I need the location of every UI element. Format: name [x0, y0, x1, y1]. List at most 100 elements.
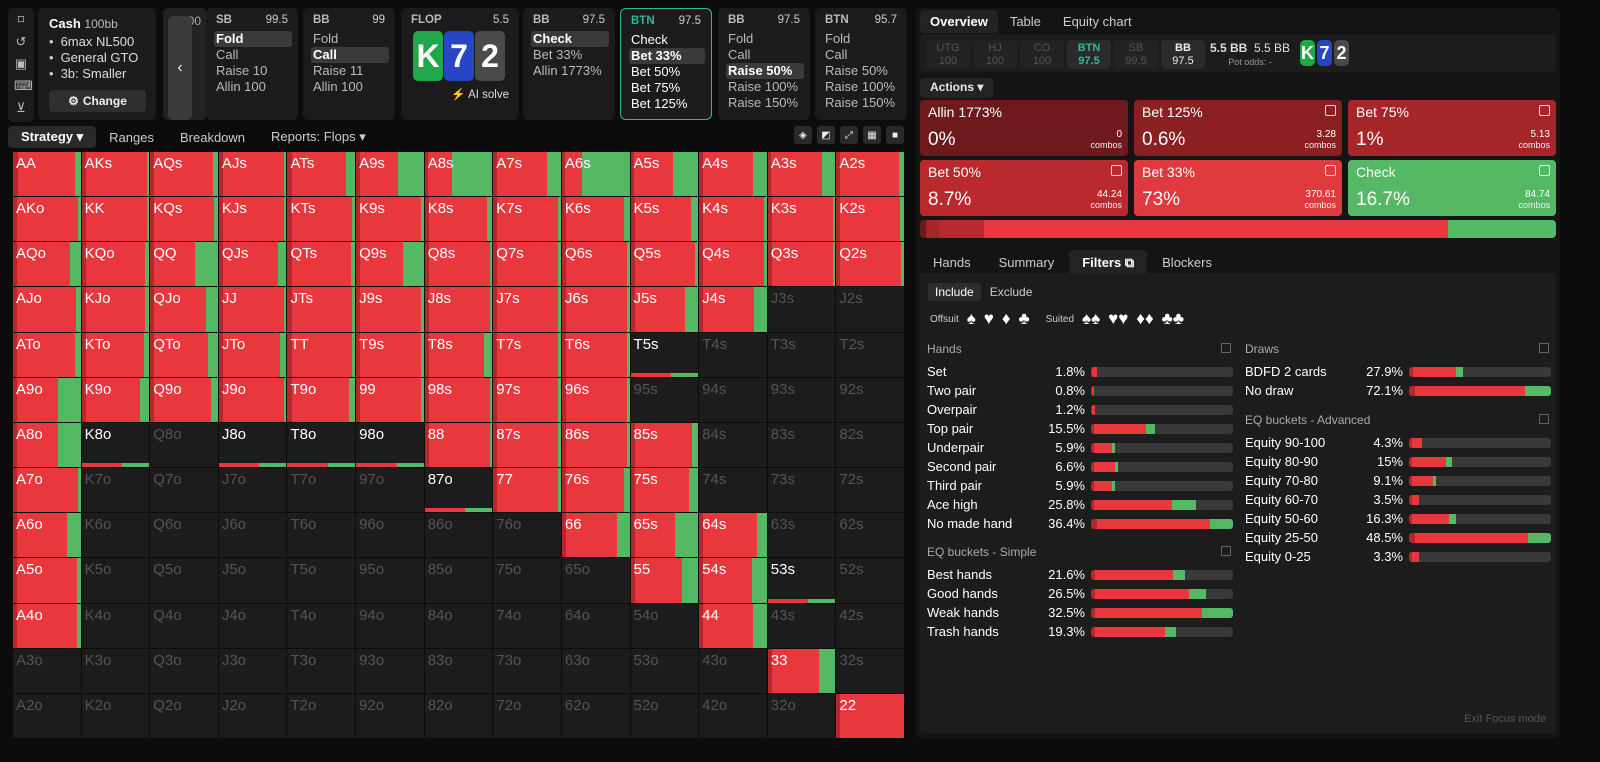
tab-reports[interactable]: Reports: Flops ▾	[271, 129, 366, 144]
hand-cell[interactable]: 98s	[424, 377, 493, 422]
hand-cell[interactable]: JJ	[218, 287, 287, 332]
hand-cell[interactable]: 52s	[836, 558, 904, 603]
filter-row[interactable]: Trash hands 19.3%	[927, 622, 1233, 641]
hand-cell[interactable]: K5s	[630, 197, 699, 242]
hand-cell[interactable]: 72o	[493, 693, 561, 738]
hand-cell[interactable]: K2s	[836, 197, 904, 242]
hand-cell[interactable]: A5s	[630, 152, 699, 197]
action-option[interactable]: Bet 75%	[631, 80, 681, 95]
action-option[interactable]: Raise 11	[313, 63, 364, 78]
hand-cell[interactable]: K3o	[81, 648, 150, 693]
hand-cell[interactable]: JTo	[218, 332, 287, 377]
action-card[interactable]: Bet 75% 1% 5.13 combos	[1348, 100, 1556, 156]
action-option[interactable]: Allin 1773%	[533, 63, 602, 78]
hand-cell[interactable]: A7o	[13, 468, 81, 513]
hand-cell[interactable]: Q2s	[836, 242, 904, 287]
diamond-icon[interactable]: ♦	[1001, 309, 1011, 328]
hand-cell[interactable]: 42o	[699, 693, 767, 738]
hand-cell[interactable]: AJo	[13, 287, 81, 332]
hand-cell[interactable]: 33	[767, 648, 836, 693]
hand-cell[interactable]: A9o	[13, 377, 81, 422]
hand-cell[interactable]: K9s	[356, 197, 424, 242]
expand-icon[interactable]: ⤢	[840, 126, 858, 144]
hand-cell[interactable]: QTs	[287, 242, 356, 287]
filter-row[interactable]: Third pair 5.9%	[927, 476, 1233, 495]
action-card[interactable]: Bet 50% 8.7% 44.24 combos	[920, 160, 1128, 216]
filter-row[interactable]: No made hand 36.4%	[927, 514, 1233, 533]
hand-cell[interactable]: T6o	[287, 513, 356, 558]
hand-cell[interactable]: QQ	[150, 242, 218, 287]
filter-row[interactable]: No draw 72.1%	[1245, 381, 1551, 400]
hand-cell[interactable]: T5o	[287, 558, 356, 603]
hand-cell[interactable]: Q7o	[150, 468, 218, 513]
hand-cell[interactable]: J5s	[630, 287, 699, 332]
hand-cell[interactable]: T7o	[287, 468, 356, 513]
suited-clubs-icon[interactable]: ♣♣	[1161, 309, 1184, 328]
hand-cell[interactable]: 87o	[424, 468, 493, 513]
action-option[interactable]: Call	[728, 47, 751, 62]
details-icon[interactable]	[1325, 165, 1336, 176]
action-option[interactable]: Fold	[313, 31, 339, 46]
suited-spades-icon[interactable]: ♠♠	[1082, 309, 1101, 328]
hand-cell[interactable]: 87s	[493, 422, 561, 468]
hand-cell[interactable]: K7o	[81, 468, 150, 513]
action-option[interactable]: Call	[825, 47, 848, 62]
hand-cell[interactable]: AA	[13, 152, 81, 197]
hand-cell[interactable]: 66	[561, 513, 630, 558]
hand-cell[interactable]: T5s	[630, 332, 699, 377]
filter-row[interactable]: Two pair 0.8%	[927, 381, 1233, 400]
save-icon[interactable]: ▣	[14, 56, 28, 71]
hand-cell[interactable]: 85o	[424, 558, 493, 603]
filter-row[interactable]: Equity 70-80 9.1%	[1245, 471, 1551, 490]
hand-cell[interactable]: Q5s	[630, 242, 699, 287]
hand-cell[interactable]: A4s	[699, 152, 767, 197]
hand-cell[interactable]: 93o	[356, 648, 424, 693]
tab-hands[interactable]: Hands	[933, 255, 971, 270]
spade-icon[interactable]: ♠	[966, 309, 976, 328]
hand-cell[interactable]: J2s	[836, 287, 904, 332]
action-option[interactable]: Bet 125%	[631, 96, 688, 111]
hand-cell[interactable]: Q4o	[150, 603, 218, 648]
tab-blockers[interactable]: Blockers	[1162, 255, 1212, 270]
hand-cell[interactable]: 94s	[699, 377, 767, 422]
filter-row[interactable]: Equity 60-70 3.5%	[1245, 490, 1551, 509]
hand-cell[interactable]: A5o	[13, 558, 81, 603]
hand-cell[interactable]: T8s	[424, 332, 493, 377]
action-option[interactable]: Fold	[214, 31, 292, 47]
history-icon[interactable]: ↺	[15, 34, 27, 49]
position-sb[interactable]: SB 99.5	[1114, 40, 1158, 69]
hand-cell[interactable]: K7s	[493, 197, 561, 242]
filter-row[interactable]: Equity 90-100 4.3%	[1245, 433, 1551, 452]
hand-cell[interactable]: 95o	[356, 558, 424, 603]
hand-cell[interactable]: 85s	[630, 422, 699, 468]
hand-cell[interactable]: 75s	[630, 468, 699, 513]
hand-cell[interactable]: J4s	[699, 287, 767, 332]
hand-cell[interactable]: 32s	[836, 648, 904, 693]
hand-cell[interactable]: TT	[287, 332, 356, 377]
hand-cell[interactable]: J6s	[561, 287, 630, 332]
hand-cell[interactable]: Q5o	[150, 558, 218, 603]
hand-cell[interactable]: 96o	[356, 513, 424, 558]
contrast-icon[interactable]: ◩	[817, 126, 835, 144]
exclude-toggle[interactable]: Exclude	[989, 285, 1033, 299]
hand-cell[interactable]: 72s	[836, 468, 904, 513]
hand-cell[interactable]: J8s	[424, 287, 493, 332]
hand-cell[interactable]: 55	[630, 558, 699, 603]
hand-cell[interactable]: A3s	[767, 152, 836, 197]
hand-cell[interactable]: 62s	[836, 513, 904, 558]
hand-cell[interactable]: K3s	[767, 197, 836, 242]
hand-cell[interactable]: AKo	[13, 197, 81, 242]
hand-cell[interactable]: KQs	[150, 197, 218, 242]
hand-cell[interactable]: Q9o	[150, 377, 218, 422]
hand-cell[interactable]: 54s	[699, 558, 767, 603]
change-button[interactable]: ⚙ Change	[49, 90, 146, 112]
action-option[interactable]: Allin 100	[216, 79, 266, 94]
hand-cell[interactable]: 93s	[767, 377, 836, 422]
ai-solve-button[interactable]: ⚡ AI solve	[411, 87, 509, 101]
bookmark-icon[interactable]: ⌑	[17, 12, 25, 27]
action-option[interactable]: Raise 150%	[825, 95, 896, 110]
position-co[interactable]: CO 100	[1020, 40, 1064, 69]
hand-cell[interactable]: AQs	[150, 152, 218, 197]
hand-cell[interactable]: Q8s	[424, 242, 493, 287]
hand-cell[interactable]: 52o	[630, 693, 699, 738]
